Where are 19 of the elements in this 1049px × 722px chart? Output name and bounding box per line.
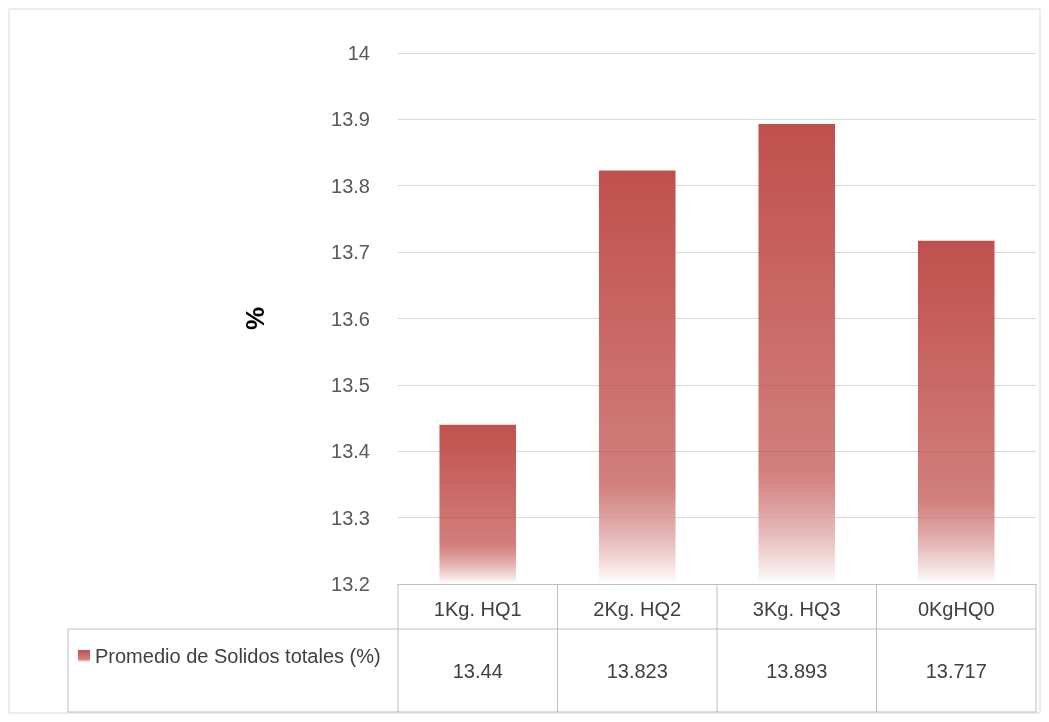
x-tick-label: 3Kg. HQ3	[752, 598, 841, 620]
x-tick-label: 1Kg. HQ1	[433, 598, 522, 620]
y-tick-label: 13.3	[331, 506, 370, 529]
y-tick-label: 13.7	[331, 241, 370, 264]
data-label: 13.893	[766, 659, 828, 682]
y-tick-label: 13.8	[331, 174, 370, 197]
y-tick-label: 13.6	[331, 307, 370, 330]
y-tick-label: 13.2	[331, 573, 370, 595]
x-tick-label: 0KgHQ0	[917, 598, 995, 620]
data-label: 13.823	[606, 659, 668, 682]
y-tick-label: 14	[347, 42, 370, 64]
y-tick-label: 13.4	[331, 440, 370, 463]
y-tick-label: 13.5	[331, 373, 370, 396]
legend-label: Promedio de Solidos totales (%)	[95, 645, 381, 667]
data-label: 13.44	[452, 659, 503, 682]
y-tick-label: 13.9	[331, 108, 370, 131]
y-axis-title: %	[240, 306, 270, 331]
data-label: 13.717	[925, 659, 987, 682]
x-tick-label: 2Kg. HQ2	[593, 598, 682, 620]
